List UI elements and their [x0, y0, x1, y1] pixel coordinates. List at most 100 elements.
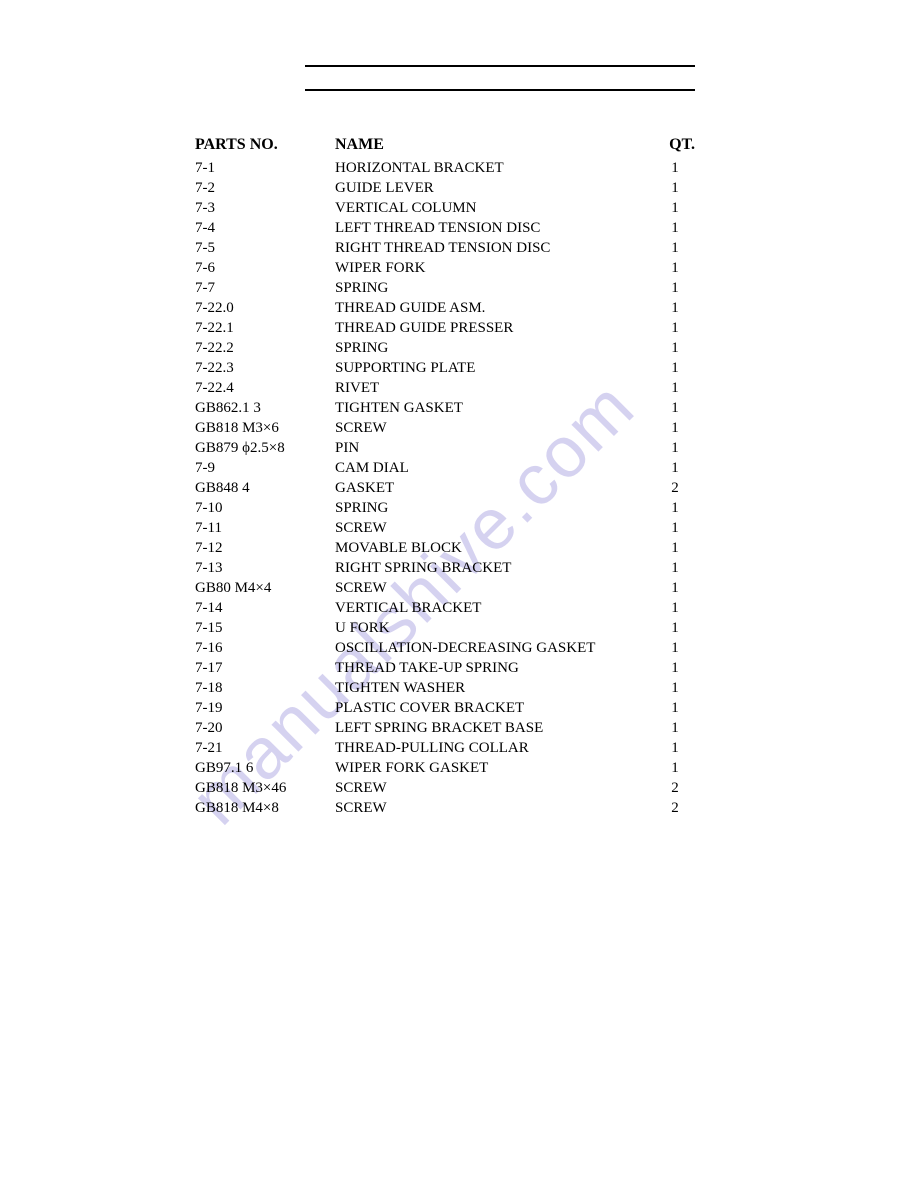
cell-qt: 2: [655, 778, 695, 798]
cell-partsno: 7-22.1: [195, 318, 335, 338]
cell-name: U FORK: [335, 618, 655, 638]
cell-qt: 1: [655, 638, 695, 658]
cell-partsno: 7-20: [195, 718, 335, 738]
cell-qt: 1: [655, 158, 695, 178]
header-partsno: PARTS NO.: [195, 136, 335, 154]
cell-name: RIGHT SPRING BRACKET: [335, 558, 655, 578]
cell-name: LEFT THREAD TENSION DISC: [335, 218, 655, 238]
cell-partsno: 7-22.0: [195, 298, 335, 318]
cell-name: MOVABLE BLOCK: [335, 538, 655, 558]
table-row: 7-5RIGHT THREAD TENSION DISC1: [195, 238, 723, 258]
cell-name: SCREW: [335, 518, 655, 538]
rows-container: 7-1HORIZONTAL BRACKET17-2GUIDE LEVER17-3…: [195, 158, 723, 818]
cell-partsno: 7-3: [195, 198, 335, 218]
cell-qt: 1: [655, 278, 695, 298]
cell-name: RIVET: [335, 378, 655, 398]
cell-qt: 2: [655, 798, 695, 818]
table-row: GB97.1 6WIPER FORK GASKET1: [195, 758, 723, 778]
table-row: GB818 M4×8SCREW2: [195, 798, 723, 818]
table-row: 7-4LEFT THREAD TENSION DISC1: [195, 218, 723, 238]
cell-qt: 1: [655, 518, 695, 538]
cell-qt: 1: [655, 618, 695, 638]
table-row: 7-22.0THREAD GUIDE ASM.1: [195, 298, 723, 318]
cell-partsno: 7-17: [195, 658, 335, 678]
cell-name: SPRING: [335, 338, 655, 358]
cell-name: SCREW: [335, 578, 655, 598]
cell-partsno: 7-7: [195, 278, 335, 298]
table-row: GB879 ϕ2.5×8PIN1: [195, 438, 723, 458]
cell-name: SCREW: [335, 778, 655, 798]
table-row: 7-15U FORK1: [195, 618, 723, 638]
cell-partsno: 7-14: [195, 598, 335, 618]
cell-qt: 1: [655, 498, 695, 518]
cell-qt: 1: [655, 658, 695, 678]
cell-qt: 1: [655, 418, 695, 438]
cell-partsno: GB862.1 3: [195, 398, 335, 418]
cell-partsno: GB879 ϕ2.5×8: [195, 438, 335, 458]
table-row: 7-14VERTICAL BRACKET1: [195, 598, 723, 618]
table-row: 7-2GUIDE LEVER1: [195, 178, 723, 198]
cell-name: THREAD GUIDE ASM.: [335, 298, 655, 318]
cell-qt: 1: [655, 218, 695, 238]
table-row: 7-11SCREW1: [195, 518, 723, 538]
table-row: GB80 M4×4SCREW1: [195, 578, 723, 598]
cell-qt: 1: [655, 678, 695, 698]
header-lines: [305, 65, 723, 91]
table-row: 7-7SPRING1: [195, 278, 723, 298]
cell-name: LEFT SPRING BRACKET BASE: [335, 718, 655, 738]
cell-name: THREAD GUIDE PRESSER: [335, 318, 655, 338]
table-row: 7-12MOVABLE BLOCK1: [195, 538, 723, 558]
cell-name: CAM DIAL: [335, 458, 655, 478]
cell-partsno: 7-22.3: [195, 358, 335, 378]
table-row: 7-20LEFT SPRING BRACKET BASE1: [195, 718, 723, 738]
table-row: 7-21THREAD-PULLING COLLAR1: [195, 738, 723, 758]
cell-qt: 1: [655, 438, 695, 458]
table-row: 7-18TIGHTEN WASHER1: [195, 678, 723, 698]
cell-name: SPRING: [335, 498, 655, 518]
cell-qt: 1: [655, 358, 695, 378]
header-line-bottom: [305, 89, 695, 91]
cell-name: THREAD-PULLING COLLAR: [335, 738, 655, 758]
cell-partsno: 7-16: [195, 638, 335, 658]
cell-qt: 1: [655, 758, 695, 778]
cell-qt: 1: [655, 698, 695, 718]
table-row: GB818 M3×6SCREW1: [195, 418, 723, 438]
cell-name: VERTICAL COLUMN: [335, 198, 655, 218]
cell-qt: 1: [655, 598, 695, 618]
cell-partsno: 7-13: [195, 558, 335, 578]
cell-partsno: 7-11: [195, 518, 335, 538]
cell-partsno: 7-12: [195, 538, 335, 558]
cell-partsno: 7-9: [195, 458, 335, 478]
cell-partsno: 7-2: [195, 178, 335, 198]
cell-name: THREAD TAKE-UP SPRING: [335, 658, 655, 678]
cell-partsno: 7-18: [195, 678, 335, 698]
cell-qt: 1: [655, 238, 695, 258]
cell-name: GASKET: [335, 478, 655, 498]
table-row: 7-13RIGHT SPRING BRACKET1: [195, 558, 723, 578]
table-row: GB848 4GASKET2: [195, 478, 723, 498]
page-container: manualshive.com PARTS NO. NAME QT. 7-1HO…: [0, 0, 918, 1188]
cell-partsno: 7-6: [195, 258, 335, 278]
cell-name: SCREW: [335, 798, 655, 818]
cell-partsno: 7-5: [195, 238, 335, 258]
parts-table: PARTS NO. NAME QT. 7-1HORIZONTAL BRACKET…: [195, 136, 723, 818]
header-line-top: [305, 65, 695, 67]
table-row: 7-10SPRING1: [195, 498, 723, 518]
cell-qt: 1: [655, 738, 695, 758]
cell-qt: 1: [655, 298, 695, 318]
cell-partsno: 7-21: [195, 738, 335, 758]
cell-qt: 1: [655, 318, 695, 338]
cell-partsno: GB80 M4×4: [195, 578, 335, 598]
cell-name: HORIZONTAL BRACKET: [335, 158, 655, 178]
table-header: PARTS NO. NAME QT.: [195, 136, 723, 154]
cell-qt: 1: [655, 458, 695, 478]
cell-qt: 1: [655, 538, 695, 558]
cell-qt: 2: [655, 478, 695, 498]
table-row: 7-22.1THREAD GUIDE PRESSER1: [195, 318, 723, 338]
cell-partsno: 7-4: [195, 218, 335, 238]
cell-name: OSCILLATION-DECREASING GASKET: [335, 638, 655, 658]
cell-name: WIPER FORK: [335, 258, 655, 278]
cell-name: SPRING: [335, 278, 655, 298]
table-row: 7-17THREAD TAKE-UP SPRING1: [195, 658, 723, 678]
cell-qt: 1: [655, 398, 695, 418]
